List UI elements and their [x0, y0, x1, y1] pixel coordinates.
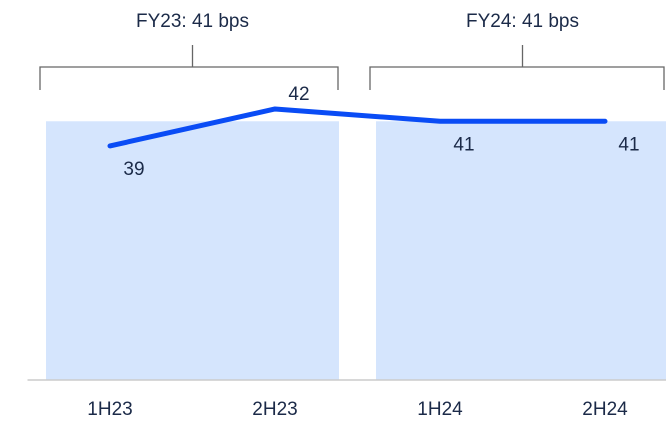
series-line — [107, 106, 608, 149]
x-tick-label: 2H23 — [252, 399, 297, 420]
data-label: 41 — [453, 134, 474, 155]
x-tick-label: 1H24 — [417, 399, 463, 420]
group-panel — [376, 121, 666, 380]
group-bracket — [39, 45, 339, 90]
group-panel — [46, 121, 339, 380]
data-label: 42 — [288, 84, 309, 105]
x-tick-label: 2H24 — [582, 399, 628, 420]
data-label: 39 — [123, 159, 144, 180]
group-label: FY23: 41 bps — [136, 11, 249, 32]
data-label: 41 — [618, 134, 639, 155]
x-tick-label: 1H23 — [87, 399, 132, 420]
group-bracket — [369, 45, 665, 90]
group-label: FY24: 41 bps — [466, 11, 579, 32]
